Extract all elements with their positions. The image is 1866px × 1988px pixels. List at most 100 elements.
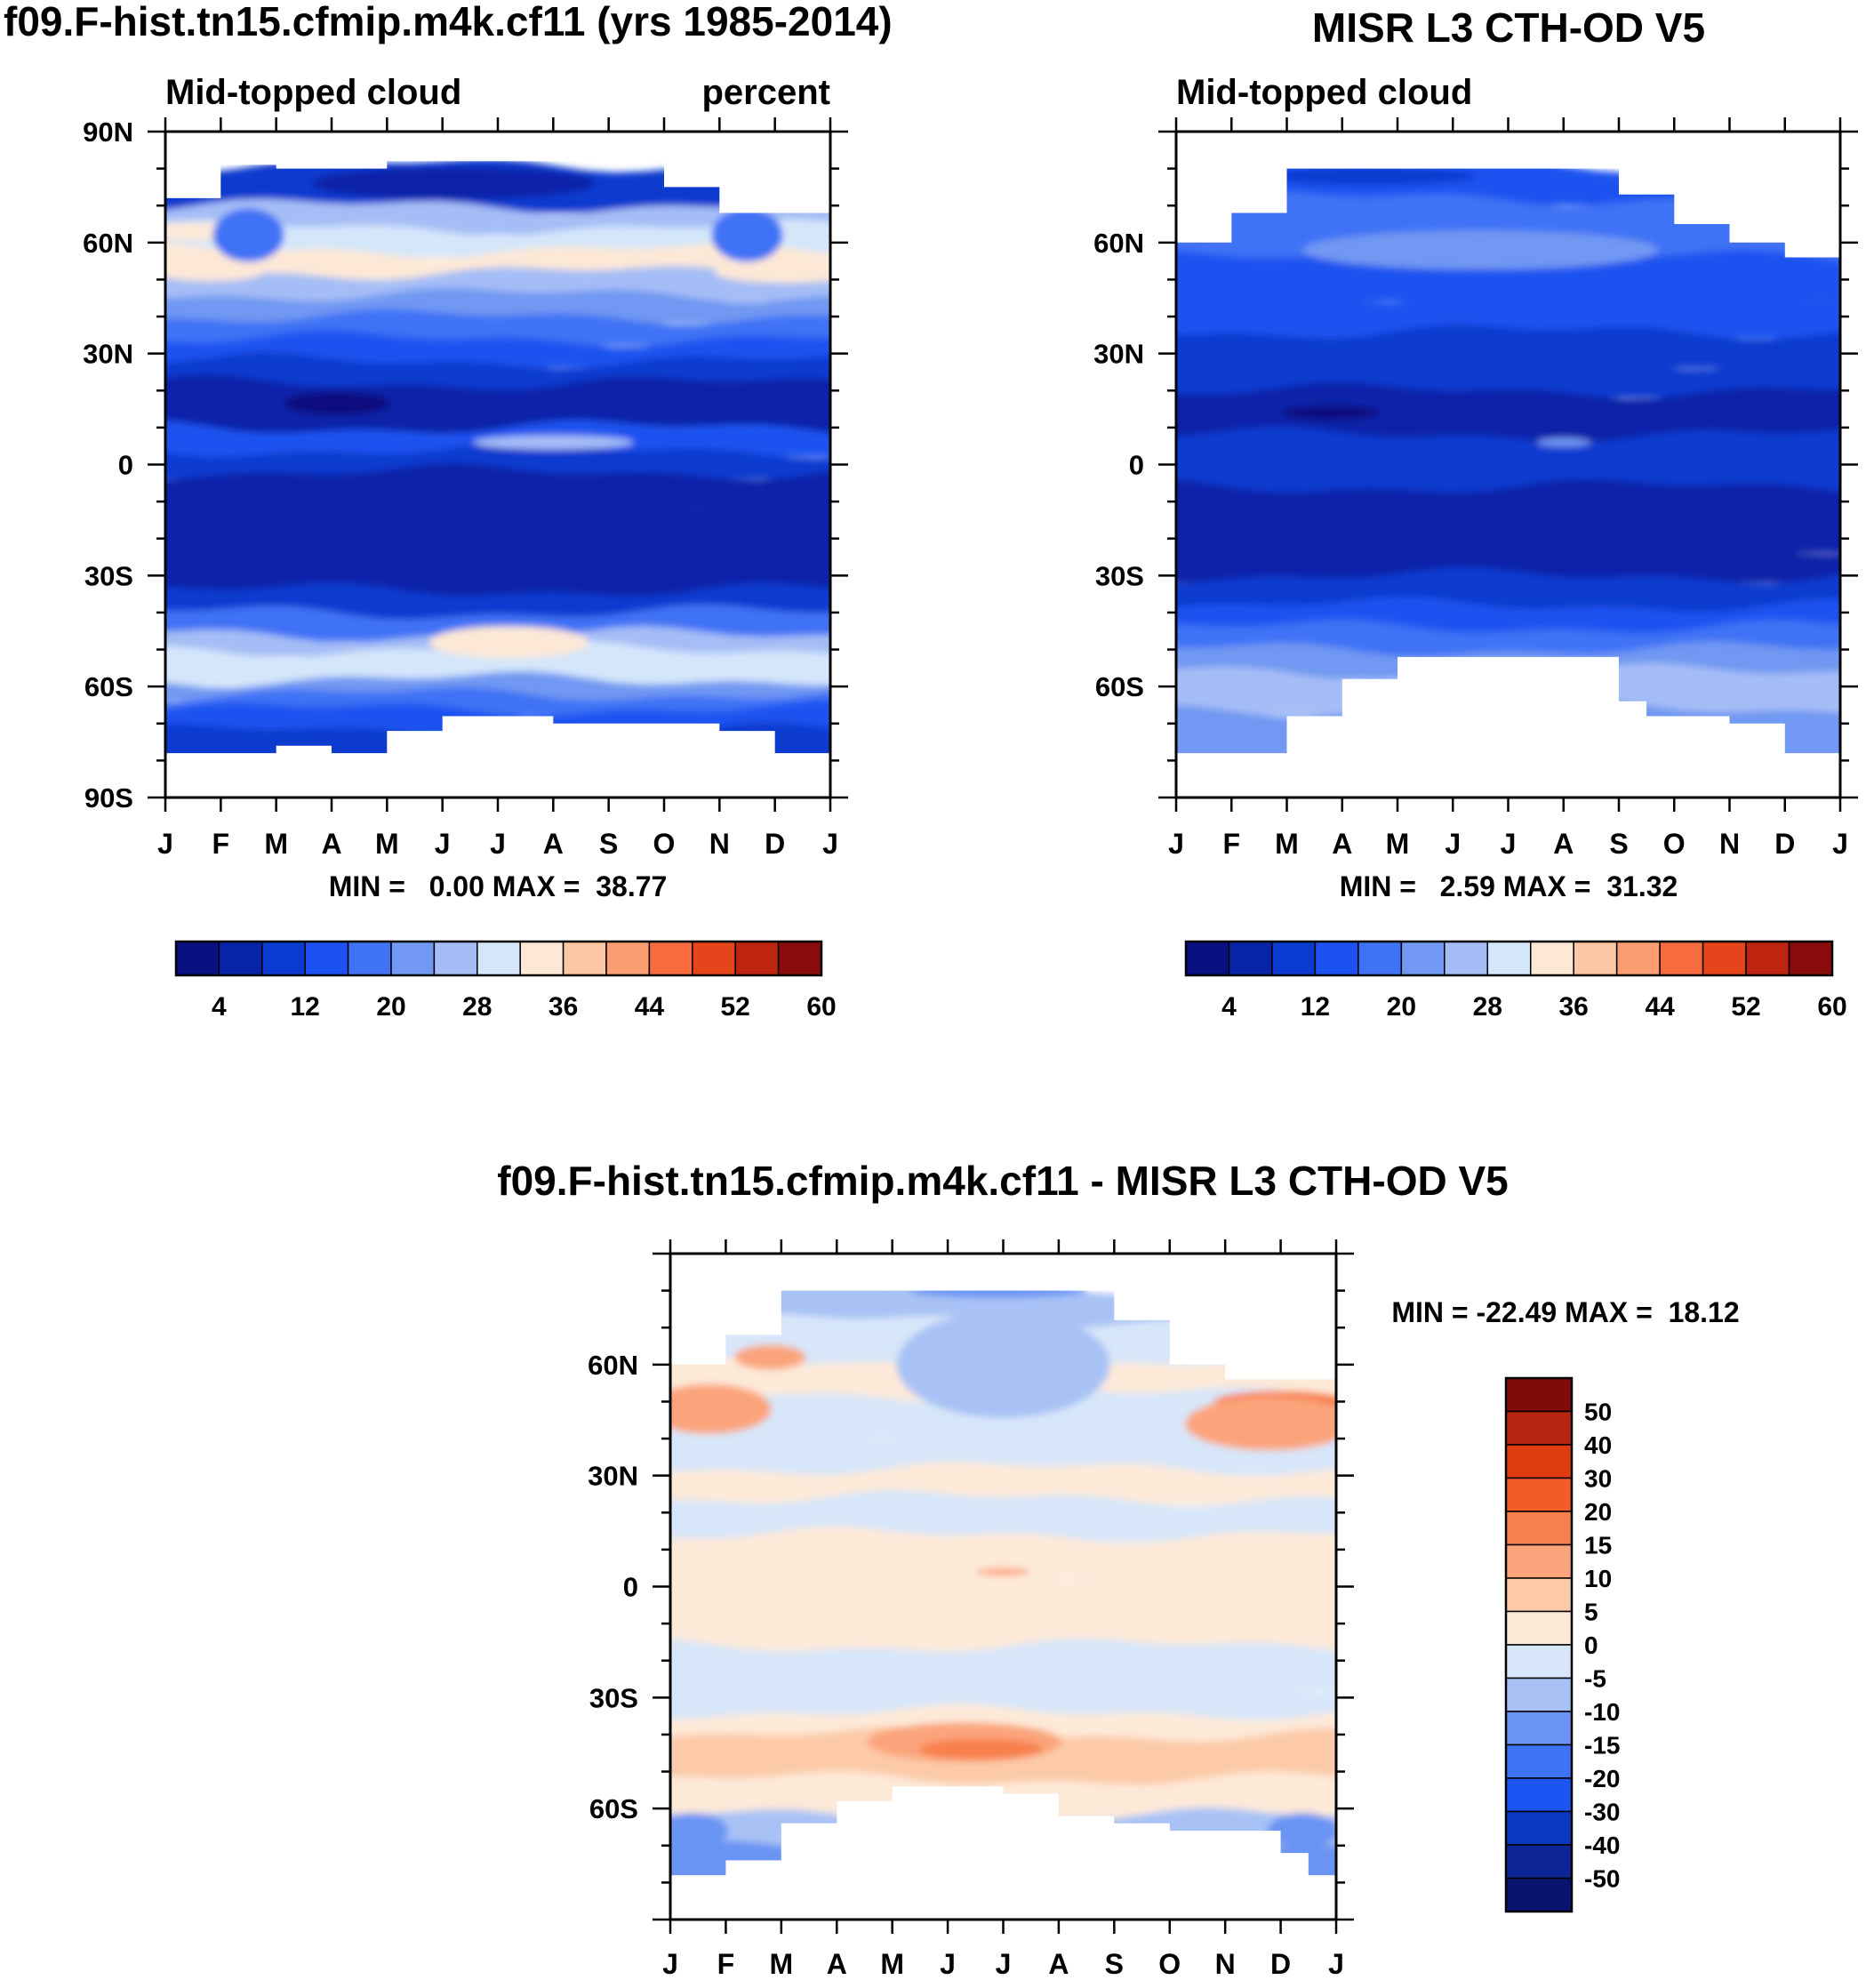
x-tick-label: J: [435, 828, 451, 860]
contour-band: [670, 1526, 1336, 1579]
x-tick-label: J: [940, 1948, 956, 1980]
contour-band: [670, 1461, 1336, 1505]
contour-blob: [896, 1311, 1110, 1418]
colorbar-swatch: [1505, 1711, 1573, 1746]
x-tick-label: O: [653, 828, 676, 860]
colorbar-label: 20: [1387, 992, 1416, 1022]
colorbar-label: -10: [1584, 1698, 1620, 1726]
colorbar-label: 5: [1584, 1599, 1598, 1626]
panel-obs-axes: 60N 30N 0 30S 60S J F M A M J J A S O N D J: [1093, 117, 1858, 860]
x-tick-label: A: [1553, 828, 1574, 860]
x-tick-label: F: [1222, 828, 1240, 860]
colorbar-label: 28: [462, 992, 492, 1022]
contour-fill-group: [165, 158, 830, 761]
contour-band: [1176, 381, 1840, 443]
colorbar-swatch: [1505, 1543, 1573, 1579]
x-tick-label: S: [1609, 828, 1628, 860]
y-tick-label: 30N: [1093, 339, 1144, 370]
x-tick-label: N: [1215, 1948, 1236, 1980]
contour-blob: [670, 1813, 728, 1849]
colorbar-label: 60: [1817, 992, 1846, 1022]
colorbar-swatch: [1573, 941, 1618, 976]
x-tick-label: M: [770, 1948, 794, 1980]
panel-diff-title: f09.F-hist.tn15.cfmip.m4k.cf11 - MISR L3…: [497, 1158, 1508, 1204]
x-tick-label: S: [1105, 1948, 1124, 1980]
x-tick-label: A: [1332, 828, 1352, 860]
contour-blob: [473, 435, 634, 450]
x-tick-label: J: [822, 828, 838, 860]
contour-blob: [711, 208, 783, 262]
missing-data-bottom: [1176, 656, 1840, 798]
colorbar-label: -30: [1584, 1799, 1620, 1826]
tick-marks: [1158, 117, 1858, 812]
x-tick-label: D: [1774, 828, 1795, 860]
colorbar-swatch: [261, 941, 306, 976]
x-tick-label: J: [1832, 828, 1848, 860]
contour-band: [165, 265, 830, 302]
panel-model-field: [165, 132, 830, 798]
panel-model-subtitle-left: Mid-topped cloud: [165, 73, 461, 112]
contour-band: [670, 1562, 1336, 1616]
panel-obs-field: [1176, 132, 1840, 798]
colorbar-label: 52: [721, 992, 750, 1022]
colorbar-label: 0: [1584, 1631, 1598, 1659]
x-tick-label: F: [717, 1948, 735, 1980]
colorbar-swatch: [1505, 1410, 1573, 1446]
contour-band: [1176, 566, 1840, 613]
y-tick-label: 60N: [588, 1350, 638, 1381]
colorbar-swatch: [1745, 941, 1790, 976]
contour-band: [1176, 537, 1840, 583]
contour-blob: [1282, 405, 1381, 421]
x-tick-label: J: [1501, 828, 1517, 860]
colorbar-swatch: [1505, 1877, 1573, 1912]
y-tick-label: 30N: [588, 1461, 638, 1492]
colorbar-swatch: [1314, 941, 1359, 976]
colorbar-label: 12: [291, 992, 320, 1022]
colorbar-swatch: [692, 941, 736, 976]
colorbar-label: 44: [635, 992, 665, 1022]
colorbar-swatch: [1505, 1610, 1573, 1646]
x-tick-label: D: [765, 828, 785, 860]
colorbar-swatch: [1505, 1644, 1573, 1679]
y-tick-label: 90S: [84, 782, 133, 814]
colorbar-swatch: [1615, 941, 1661, 976]
colorbar-swatch: [1702, 941, 1747, 976]
contour-blob: [1536, 437, 1590, 447]
panel-obs-subtitle-left: Mid-topped cloud: [1176, 73, 1472, 112]
contour-band: [1176, 325, 1840, 368]
colorbar-swatch: [433, 941, 478, 976]
colorbar-swatch: [1505, 1577, 1573, 1613]
missing-data-mask: [670, 1254, 1336, 1920]
contour-fill-group: [670, 1280, 1336, 1883]
panel-diff-axes: 60N 30N 0 30S 60S J F M A M J J A S O N D J: [588, 1239, 1354, 1980]
colorbar-frame: [1504, 1376, 1574, 1913]
x-tick-label: M: [1275, 828, 1299, 860]
contour-band: [1176, 448, 1840, 494]
colorbar-label: -40: [1584, 1832, 1620, 1859]
colorbar-label: 28: [1473, 992, 1502, 1022]
colorbar-label: -50: [1584, 1865, 1620, 1893]
colorbar-label: -15: [1584, 1732, 1620, 1760]
colorbar-label: 4: [212, 992, 227, 1022]
contour-blob: [428, 626, 589, 659]
colorbar-label: 36: [549, 992, 578, 1022]
contour-band: [670, 1638, 1336, 1690]
x-tick-label: J: [996, 1948, 1012, 1980]
colorbar-swatch: [1444, 941, 1489, 976]
colorbar-swatch: [562, 941, 607, 976]
panel-model-subtitle-right: percent: [702, 73, 831, 112]
x-tick-label: M: [375, 828, 399, 860]
colorbar-frame: [174, 940, 823, 977]
colorbar-swatch: [1271, 941, 1317, 976]
colorbar-label: 40: [1584, 1431, 1612, 1459]
x-tick-label: J: [662, 1948, 678, 1980]
x-tick-label: D: [1270, 1948, 1291, 1980]
colorbar-swatch: [1788, 941, 1833, 976]
colorbar-swatch: [1357, 941, 1403, 976]
colorbar-label: 44: [1645, 992, 1675, 1022]
panel-model-title: f09.F-hist.tn15.cfmip.m4k.cf11 (yrs 1985…: [4, 0, 893, 44]
colorbar-label: 15: [1584, 1532, 1612, 1559]
x-tick-label: J: [490, 828, 506, 860]
contour-band: [670, 1424, 1336, 1476]
